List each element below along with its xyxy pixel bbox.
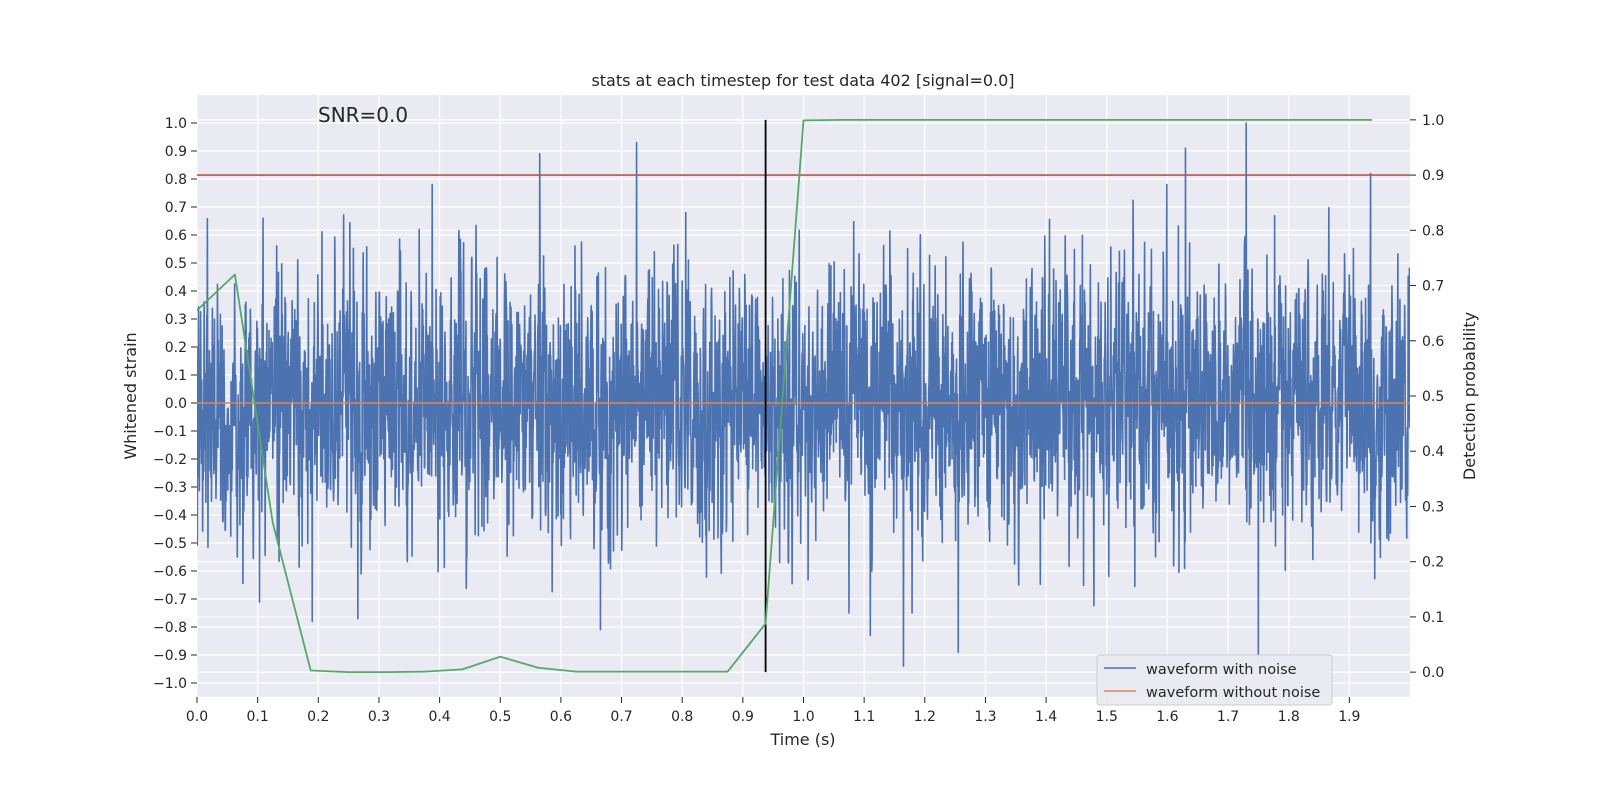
y2-tick-label: 0.7 <box>1422 279 1444 295</box>
x-tick-label: 0.3 <box>368 709 390 725</box>
y-tick-label: 1.0 <box>165 116 187 132</box>
series-waveform-with-noise <box>197 122 1410 667</box>
y-tick-label: −0.6 <box>153 564 187 580</box>
y2-tick-label: 0.8 <box>1422 223 1444 239</box>
chart-title: stats at each timestep for test data 402… <box>591 71 1014 90</box>
y2-tick-label: 0.5 <box>1422 389 1444 405</box>
y-tick-label: −0.2 <box>153 452 187 468</box>
x-tick-label: 1.8 <box>1278 709 1300 725</box>
x-axis-label: Time (s) <box>769 730 835 749</box>
y-tick-label: 0.2 <box>165 340 187 356</box>
y-tick-label: 0.5 <box>165 256 187 272</box>
y-axis-left: −1.0 −0.9 −0.8 −0.7 −0.6 −0.5 −0.4 −0.3 −0.2 −0.1… <box>153 116 197 692</box>
y-tick-label: 0.6 <box>165 228 187 244</box>
series-detection-probability <box>197 118 1373 674</box>
y-tick-label: 0.8 <box>165 172 187 188</box>
x-tick-label: 1.3 <box>974 709 996 725</box>
x-tick-label: 1.1 <box>853 709 875 725</box>
x-tick-label: 1.2 <box>914 709 936 725</box>
x-tick-label: 1.6 <box>1156 709 1178 725</box>
x-tick-label: 1.9 <box>1338 709 1360 725</box>
x-tick-label: 1.5 <box>1096 709 1118 725</box>
y-tick-label: 0.4 <box>165 284 187 300</box>
legend-label-with-noise: waveform with noise <box>1146 662 1297 678</box>
y2-tick-label: 0.1 <box>1422 610 1444 626</box>
y2-axis-label: Detection probability <box>1460 312 1479 480</box>
x-tick-label: 0.2 <box>307 709 329 725</box>
x-tick-label: 0.1 <box>247 709 269 725</box>
x-tick-label: 0.7 <box>610 709 632 725</box>
x-tick-label: 0.0 <box>186 709 208 725</box>
y-tick-label: −0.4 <box>153 508 187 524</box>
y2-tick-label: 0.4 <box>1422 444 1444 460</box>
legend-label-without-noise: waveform without noise <box>1146 685 1320 701</box>
series-layer <box>197 118 1410 674</box>
y-tick-label: 0.0 <box>165 396 187 412</box>
y2-tick-label: 0.0 <box>1422 665 1444 681</box>
y-tick-label: 0.1 <box>165 368 187 384</box>
y-tick-label: −0.9 <box>153 648 187 664</box>
y-tick-label: 0.7 <box>165 200 187 216</box>
x-tick-label: 1.0 <box>792 709 814 725</box>
x-tick-label: 0.9 <box>732 709 754 725</box>
legend: waveform with noise waveform without noi… <box>1096 654 1333 706</box>
y2-tick-label: 0.6 <box>1422 334 1444 350</box>
y2-tick-label: 0.2 <box>1422 555 1444 571</box>
y-tick-label: −1.0 <box>153 676 187 692</box>
y2-tick-label: 0.9 <box>1422 168 1444 184</box>
y-tick-label: −0.3 <box>153 480 187 496</box>
snr-annotation: SNR=0.0 <box>318 103 408 127</box>
y-tick-label: 0.3 <box>165 312 187 328</box>
x-tick-label: 0.4 <box>428 709 450 725</box>
y-tick-label: 0.9 <box>165 144 187 160</box>
x-tick-label: 1.7 <box>1217 709 1239 725</box>
legend-frame <box>1096 654 1333 706</box>
x-tick-label: 0.6 <box>550 709 572 725</box>
y2-tick-label: 0.3 <box>1422 499 1444 515</box>
x-tick-label: 0.8 <box>671 709 693 725</box>
x-tick-label: 1.4 <box>1035 709 1057 725</box>
y-axis-label: Whitened strain <box>121 332 140 459</box>
y-tick-label: −0.5 <box>153 536 187 552</box>
x-tick-label: 0.5 <box>489 709 511 725</box>
y-tick-label: −0.7 <box>153 592 187 608</box>
y2-tick-label: 1.0 <box>1422 113 1444 129</box>
y-axis-right: 0.0 0.1 0.2 0.3 0.4 0.5 0.6 0.7 0.8 0.9 1.0 <box>1410 113 1444 681</box>
y-tick-label: −0.8 <box>153 620 187 636</box>
y-tick-label: −0.1 <box>153 424 187 440</box>
